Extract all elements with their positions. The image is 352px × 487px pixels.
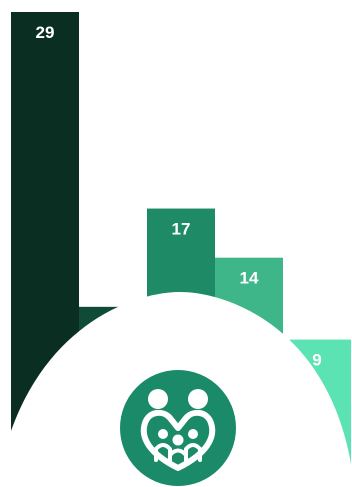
child-left-body bbox=[154, 443, 172, 462]
family-figure bbox=[140, 389, 216, 471]
child-left-head bbox=[158, 429, 168, 439]
value-label-1: 29 bbox=[36, 23, 55, 42]
child-center-head bbox=[172, 434, 184, 446]
parent-right-head bbox=[188, 389, 208, 409]
heart-outline bbox=[140, 409, 216, 471]
value-label-5: 9 bbox=[312, 351, 321, 370]
value-label-4: 14 bbox=[240, 269, 259, 288]
family-heart-icon bbox=[120, 370, 236, 486]
child-center-body bbox=[168, 448, 188, 466]
child-right-head bbox=[188, 429, 198, 439]
parent-left-head bbox=[148, 389, 168, 409]
child-right-body bbox=[184, 443, 202, 462]
value-label-3: 17 bbox=[172, 220, 191, 239]
